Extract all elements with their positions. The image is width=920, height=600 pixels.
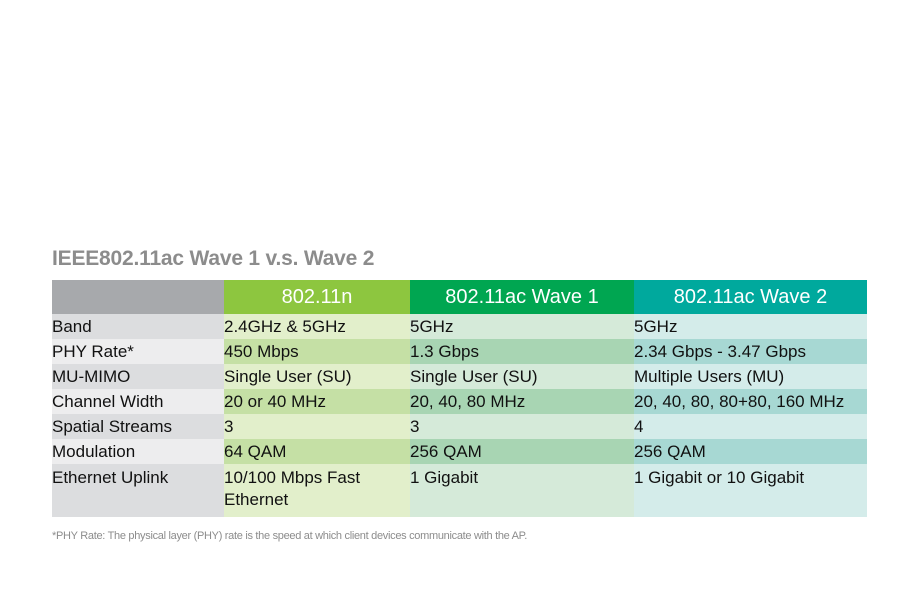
cell-80211n: Single User (SU) xyxy=(224,364,410,389)
cell-wave1: Single User (SU) xyxy=(410,364,634,389)
page-title: IEEE802.11ac Wave 1 v.s. Wave 2 xyxy=(52,247,375,270)
table-row-ethernet-uplink: Ethernet Uplink 10/100 Mbps Fast Etherne… xyxy=(52,464,867,517)
cell-80211n: 64 QAM xyxy=(224,439,410,464)
cell-80211n: 10/100 Mbps Fast Ethernet xyxy=(224,464,410,517)
cell-wave1: 5GHz xyxy=(410,314,634,339)
cell-80211n: 3 xyxy=(224,414,410,439)
cell-wave2: 1 Gigabit or 10 Gigabit xyxy=(634,464,867,517)
cell-wave1: 3 xyxy=(410,414,634,439)
table-header-row: 802.11n 802.11ac Wave 1 802.11ac Wave 2 xyxy=(52,280,867,314)
table-row-band: Band 2.4GHz & 5GHz 5GHz 5GHz xyxy=(52,314,867,339)
header-80211ac-wave1: 802.11ac Wave 1 xyxy=(410,280,634,314)
header-80211n: 802.11n xyxy=(224,280,410,314)
cell-80211n: 20 or 40 MHz xyxy=(224,389,410,414)
row-label: Band xyxy=(52,314,224,339)
cell-wave2: 4 xyxy=(634,414,867,439)
row-label: PHY Rate* xyxy=(52,339,224,364)
cell-80211n: 450 Mbps xyxy=(224,339,410,364)
header-blank-cell xyxy=(52,280,224,314)
cell-wave1: 20, 40, 80 MHz xyxy=(410,389,634,414)
table-row-phy-rate: PHY Rate* 450 Mbps 1.3 Gbps 2.34 Gbps - … xyxy=(52,339,867,364)
table-row-spatial-streams: Spatial Streams 3 3 4 xyxy=(52,414,867,439)
cell-wave1: 1 Gigabit xyxy=(410,464,634,517)
cell-wave2: 20, 40, 80, 80+80, 160 MHz xyxy=(634,389,867,414)
cell-wave2: 5GHz xyxy=(634,314,867,339)
table-row-channel-width: Channel Width 20 or 40 MHz 20, 40, 80 MH… xyxy=(52,389,867,414)
cell-wave1: 256 QAM xyxy=(410,439,634,464)
row-label: MU-MIMO xyxy=(52,364,224,389)
cell-wave2: Multiple Users (MU) xyxy=(634,364,867,389)
cell-wave1: 1.3 Gbps xyxy=(410,339,634,364)
header-80211ac-wave2: 802.11ac Wave 2 xyxy=(634,280,867,314)
cell-80211n: 2.4GHz & 5GHz xyxy=(224,314,410,339)
comparison-table: 802.11n 802.11ac Wave 1 802.11ac Wave 2 … xyxy=(52,280,867,517)
footnote: *PHY Rate: The physical layer (PHY) rate… xyxy=(52,530,528,542)
row-label: Channel Width xyxy=(52,389,224,414)
row-label: Ethernet Uplink xyxy=(52,464,224,517)
table-row-mu-mimo: MU-MIMO Single User (SU) Single User (SU… xyxy=(52,364,867,389)
cell-wave2: 2.34 Gbps - 3.47 Gbps xyxy=(634,339,867,364)
row-label: Spatial Streams xyxy=(52,414,224,439)
row-label: Modulation xyxy=(52,439,224,464)
table-row-modulation: Modulation 64 QAM 256 QAM 256 QAM xyxy=(52,439,867,464)
cell-wave2: 256 QAM xyxy=(634,439,867,464)
